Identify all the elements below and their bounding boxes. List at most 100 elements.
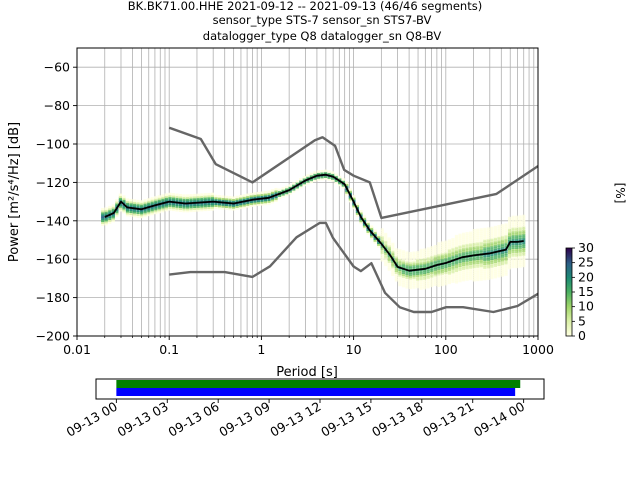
histogram-cell xyxy=(447,239,452,242)
y-axis-ticks: −200 −180 −160 −140 −120 −100 −80 −60 xyxy=(36,60,77,344)
histogram-cell xyxy=(461,234,466,238)
histogram-cell xyxy=(493,239,498,242)
histogram-cell xyxy=(401,273,406,276)
histogram-cell xyxy=(507,255,512,258)
histogram-cell xyxy=(281,189,285,192)
histogram-cell xyxy=(267,200,271,203)
histogram-cell xyxy=(118,207,122,210)
histogram-cell xyxy=(405,278,409,281)
histogram-cell xyxy=(447,258,452,262)
histogram-cell xyxy=(125,213,130,217)
histogram-cell xyxy=(405,264,409,268)
histogram-cell xyxy=(140,209,144,213)
histogram-cell xyxy=(200,197,204,200)
histogram-cell xyxy=(437,255,441,259)
histogram-cell xyxy=(461,244,466,247)
histogram-cell xyxy=(507,247,512,251)
histogram-cell xyxy=(518,251,522,255)
histogram-cell xyxy=(164,206,168,210)
histogram-cell xyxy=(504,242,508,246)
histogram-cell xyxy=(140,211,144,215)
histogram-cell xyxy=(419,273,423,277)
histogram-cell xyxy=(401,269,406,273)
histogram-cell xyxy=(447,273,452,277)
histogram-cell xyxy=(504,227,508,230)
histogram-cell xyxy=(408,282,413,286)
histogram-cell xyxy=(260,199,264,202)
x-tick-label: 10 xyxy=(346,342,362,357)
histogram-cell xyxy=(440,283,444,287)
histogram-cell xyxy=(373,237,377,240)
histogram-cell xyxy=(394,252,398,255)
histogram-cell xyxy=(224,207,229,210)
histogram-cell xyxy=(437,244,441,247)
histogram-cell xyxy=(522,256,526,260)
histogram-cell xyxy=(419,269,423,273)
histogram-cell xyxy=(423,254,427,257)
histogram-cell xyxy=(451,280,455,283)
histogram-cell xyxy=(472,236,476,240)
histogram-cell xyxy=(479,260,483,264)
histogram-cell xyxy=(366,232,370,235)
histogram-cell xyxy=(193,199,197,203)
histogram-cell xyxy=(380,239,384,243)
histogram-cell xyxy=(239,206,243,210)
histogram-cell xyxy=(461,278,466,282)
histogram-cell xyxy=(522,231,526,235)
histogram-cell xyxy=(419,283,423,286)
histogram-cell xyxy=(270,189,275,192)
histogram-cell xyxy=(373,241,377,244)
histogram-cell xyxy=(430,269,434,272)
histogram-cell xyxy=(454,271,459,274)
histogram-cell xyxy=(511,219,515,223)
histogram-cell xyxy=(235,195,239,199)
histogram-cell xyxy=(108,219,112,222)
histogram-cell xyxy=(490,249,494,253)
histogram-cell xyxy=(341,178,345,181)
histogram-cell xyxy=(210,206,214,209)
histogram-cell xyxy=(412,255,416,258)
histogram-cell xyxy=(461,242,466,245)
histogram-cell xyxy=(465,262,469,266)
histogram-cell xyxy=(490,257,494,261)
histogram-cell xyxy=(486,271,490,275)
histogram-cell xyxy=(490,245,494,249)
histogram-cell xyxy=(518,244,522,247)
histogram-cell xyxy=(373,229,377,233)
histogram-cell xyxy=(203,202,207,206)
histogram-cell xyxy=(454,273,459,276)
histogram-cell xyxy=(472,232,476,236)
histogram-cell xyxy=(500,266,505,270)
histogram-cell xyxy=(490,240,494,243)
histogram-cell xyxy=(401,257,406,261)
histogram-cell xyxy=(447,279,452,283)
histogram-cell xyxy=(444,275,448,278)
histogram-cell xyxy=(479,232,483,235)
histogram-cell xyxy=(440,268,444,271)
histogram-cell xyxy=(483,256,487,260)
histogram-cell xyxy=(522,243,526,247)
histogram-cell xyxy=(369,234,374,238)
histogram-cell xyxy=(500,260,505,264)
histogram-cell xyxy=(461,269,466,272)
histogram-cell xyxy=(476,232,480,236)
histogram-cell xyxy=(444,259,448,263)
histogram-cell xyxy=(285,193,289,197)
histogram-cell xyxy=(415,283,420,287)
timeline-tick-label: 09-13 18 xyxy=(369,399,425,440)
histogram-cell xyxy=(334,173,338,177)
histogram-cell xyxy=(458,262,462,266)
histogram-cell xyxy=(210,196,214,200)
histogram-cell xyxy=(511,244,515,248)
histogram-cell xyxy=(193,203,197,207)
histogram-cell xyxy=(118,197,122,201)
histogram-cell xyxy=(274,197,278,201)
histogram-cell xyxy=(154,209,158,213)
histogram-cell xyxy=(111,215,115,219)
histogram-cell xyxy=(111,204,115,207)
histogram-cell xyxy=(430,282,434,286)
histogram-cell xyxy=(518,236,522,239)
histogram-cell xyxy=(454,269,459,273)
histogram-cell xyxy=(437,242,441,245)
